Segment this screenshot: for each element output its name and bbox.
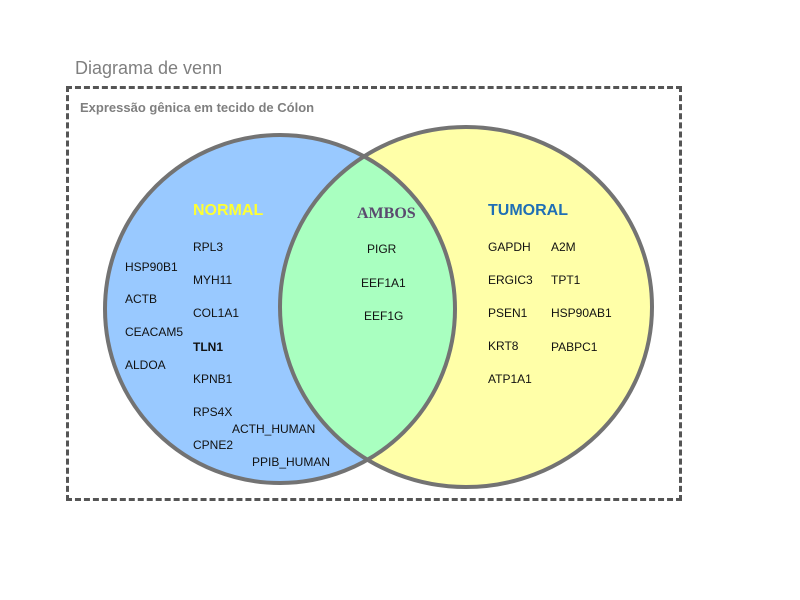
- both-gene: EEF1G: [364, 309, 404, 323]
- both-gene: PIGR: [367, 242, 397, 256]
- normal-gene: PPIB_HUMAN: [252, 455, 331, 469]
- diagram-frame: [66, 86, 682, 501]
- normal-gene: CPNE2: [193, 438, 234, 452]
- normal-gene: COL1A1: [193, 306, 240, 320]
- normal-set-label: NORMAL: [193, 202, 264, 219]
- normal-gene: CEACAM5: [125, 325, 184, 339]
- tumoral-gene: TPT1: [551, 273, 581, 287]
- tumoral-gene: KRT8: [488, 339, 519, 353]
- normal-gene: TLN1: [193, 340, 223, 354]
- normal-gene: ACTB: [125, 292, 158, 306]
- normal-gene: HSP90B1: [125, 260, 178, 274]
- tumoral-gene: ERGIC3: [488, 273, 533, 287]
- tumoral-gene: HSP90AB1: [551, 306, 612, 320]
- normal-gene: ALDOA: [125, 358, 166, 372]
- intersection-region: [280, 135, 455, 483]
- tumoral-gene: PABPC1: [551, 340, 598, 354]
- frame-title: Expressão gênica em tecido de Cólon: [80, 100, 315, 115]
- normal-gene: RPS4X: [193, 405, 233, 419]
- tumoral-gene: ATP1A1: [488, 372, 532, 386]
- normal-gene: RPL3: [193, 240, 224, 254]
- normal-gene: MYH11: [193, 273, 233, 287]
- tumoral-set-label: TUMORAL: [488, 202, 568, 219]
- tumoral-gene: A2M: [551, 240, 576, 254]
- both-gene: EEF1A1: [361, 276, 406, 290]
- tumoral-circle-outline: [278, 125, 654, 489]
- tumoral-gene: PSEN1: [488, 306, 528, 320]
- normal-gene: ACTH_HUMAN: [232, 422, 316, 436]
- diagram-caption: Diagrama de venn: [75, 58, 223, 78]
- both-set-label: AMBOS: [357, 205, 416, 222]
- normal-circle-outline: [103, 133, 457, 485]
- normal-gene: KPNB1: [193, 372, 233, 386]
- tumoral-gene: GAPDH: [488, 240, 531, 254]
